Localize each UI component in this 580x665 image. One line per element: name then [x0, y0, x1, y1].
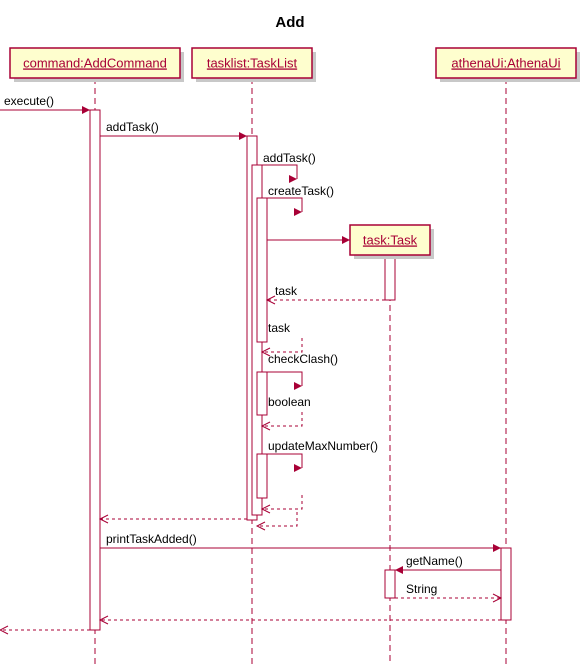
participant-label: command:AddCommand [23, 55, 167, 70]
activation [385, 255, 395, 300]
activation [385, 570, 395, 598]
arrowhead [493, 544, 501, 552]
message-label: getName() [406, 554, 463, 568]
arrowhead [294, 208, 302, 216]
arrowhead [239, 132, 247, 140]
sequence-diagram: Add command:AddCommand tasklist:TaskList at… [0, 0, 580, 665]
arrowhead [289, 175, 297, 183]
activation [257, 454, 267, 498]
message-label: addTask() [106, 120, 159, 134]
message-line [262, 338, 302, 352]
arrowhead [294, 382, 302, 390]
diagram-title: Add [275, 14, 304, 31]
activation [90, 110, 100, 630]
participant-label: tasklist:TaskList [207, 55, 298, 70]
message-label: execute() [4, 94, 54, 108]
activation [501, 548, 511, 620]
message-label: createTask() [268, 184, 334, 198]
message-label: String [406, 582, 437, 596]
message-label: task [275, 284, 298, 298]
activation [257, 198, 267, 342]
message-label: printTaskAdded() [106, 532, 197, 546]
message-label: boolean [268, 395, 311, 409]
arrowhead [294, 464, 302, 472]
message-label: task [268, 321, 291, 335]
message-label: checkClash() [268, 352, 338, 366]
arrowhead [342, 236, 350, 244]
participant-label: athenaUi:AthenaUi [451, 55, 560, 70]
message-label: addTask() [263, 151, 316, 165]
message-line [262, 412, 302, 426]
participant-label: task:Task [363, 232, 418, 247]
arrowhead [395, 566, 403, 574]
message-line [262, 495, 302, 509]
message-line [257, 512, 297, 526]
activation [257, 372, 267, 415]
arrowhead [82, 106, 90, 114]
message-label: updateMaxNumber() [268, 439, 378, 453]
